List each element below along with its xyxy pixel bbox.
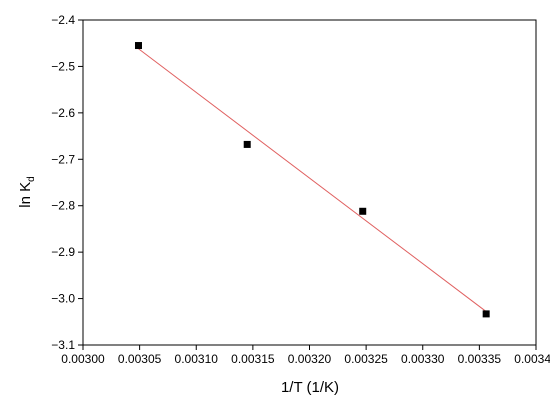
plot-frame bbox=[82, 19, 537, 346]
data-point bbox=[482, 310, 490, 318]
y-tick-label: −3.0 bbox=[51, 292, 75, 306]
x-tick-label: 0.00335 bbox=[458, 352, 502, 366]
data-point bbox=[134, 42, 142, 50]
x-tick-label: 0.00310 bbox=[175, 352, 219, 366]
y-axis: −3.1 −3.0 −2.9 −2.8 −2.7 −2.6 −2.5 −2.4 bbox=[51, 13, 83, 352]
y-axis-title-subscript: d bbox=[26, 176, 37, 182]
data-point bbox=[243, 140, 251, 148]
y-tick-label: −2.7 bbox=[51, 152, 75, 166]
y-tick-label: −2.9 bbox=[51, 245, 75, 259]
data-layer bbox=[134, 42, 490, 318]
x-tick-label: 0.00330 bbox=[401, 352, 445, 366]
y-axis-title-main: ln K bbox=[17, 182, 34, 208]
data-point bbox=[359, 207, 367, 215]
x-axis-title: 1/T (1/K) bbox=[281, 379, 339, 396]
y-axis-title: ln Kd bbox=[17, 176, 37, 207]
y-tick-label: −2.4 bbox=[51, 13, 75, 27]
x-tick-label: 0.00325 bbox=[344, 352, 388, 366]
x-tick-label: 0.00305 bbox=[118, 352, 162, 366]
y-tick-label: −2.8 bbox=[51, 199, 75, 213]
x-tick-label: 0.00320 bbox=[288, 352, 332, 366]
x-tick-label: 0.00315 bbox=[231, 352, 275, 366]
y-tick-label: −3.1 bbox=[51, 338, 75, 352]
y-tick-label: −2.5 bbox=[51, 59, 75, 73]
x-tick-label: 0.00300 bbox=[61, 352, 105, 366]
y-tick-label: −2.6 bbox=[51, 106, 75, 120]
x-axis: 0.00300 0.00305 0.00310 0.00315 0.00320 0.003… bbox=[61, 345, 550, 366]
fit-line bbox=[138, 48, 487, 312]
x-tick-label: 0.00340 bbox=[514, 352, 550, 366]
plot-area bbox=[82, 19, 537, 346]
